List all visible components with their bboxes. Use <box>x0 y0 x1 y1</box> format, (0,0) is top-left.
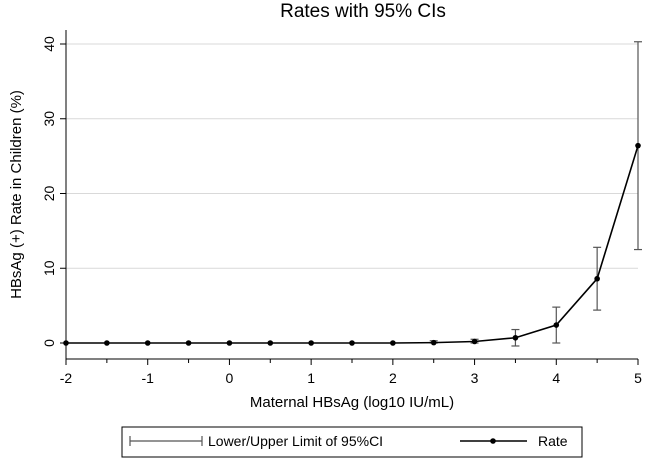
legend-rate-label: Rate <box>538 433 568 449</box>
x-tick-label: -1 <box>141 370 154 386</box>
rate-line <box>66 145 639 344</box>
rate-point <box>267 340 274 346</box>
axes: 0 10 20 30 40 -2 -1 0 1 2 3 4 5 <box>41 30 642 386</box>
x-tick-label: 5 <box>634 370 642 386</box>
rate-point <box>144 340 151 346</box>
y-tick-label: 40 <box>41 36 57 52</box>
y-axis-label: HBsAg (+) Rate in Children (%) <box>8 90 25 299</box>
x-tick-label: 4 <box>552 370 560 386</box>
y-tick-label: 0 <box>41 339 57 347</box>
rate-point <box>430 339 437 346</box>
y-tick-label: 20 <box>41 186 57 202</box>
rate-point <box>512 334 519 341</box>
y-tick-label: 30 <box>41 111 57 127</box>
x-tick-label: 0 <box>226 370 234 386</box>
rate-point <box>553 322 560 328</box>
legend: Lower/Upper Limit of 95%CI Rate <box>121 426 583 458</box>
x-tick-label: 3 <box>471 370 479 386</box>
legend-ci-label: Lower/Upper Limit of 95%CI <box>208 433 383 449</box>
gridlines <box>66 43 638 269</box>
rate-point <box>390 340 396 346</box>
rate-point <box>594 275 600 282</box>
y-tick-label: 10 <box>41 260 57 276</box>
rate-point <box>226 340 233 346</box>
rate-series <box>63 142 641 346</box>
x-tick-label: 2 <box>389 370 397 386</box>
rate-point <box>308 340 314 346</box>
rate-point <box>185 340 192 346</box>
legend-rate-marker <box>490 438 496 444</box>
legend-box <box>121 426 583 458</box>
rate-point <box>471 338 478 345</box>
x-tick-label: 1 <box>307 370 315 386</box>
rate-point <box>104 340 110 346</box>
x-axis-label: Maternal HBsAg (log10 IU/mL) <box>250 394 454 411</box>
rate-point <box>63 340 69 346</box>
chart-title: Rates with 95% CIs <box>280 1 446 22</box>
rate-point <box>349 340 355 346</box>
x-tick-label: -2 <box>60 370 73 386</box>
rate-point <box>635 142 641 149</box>
